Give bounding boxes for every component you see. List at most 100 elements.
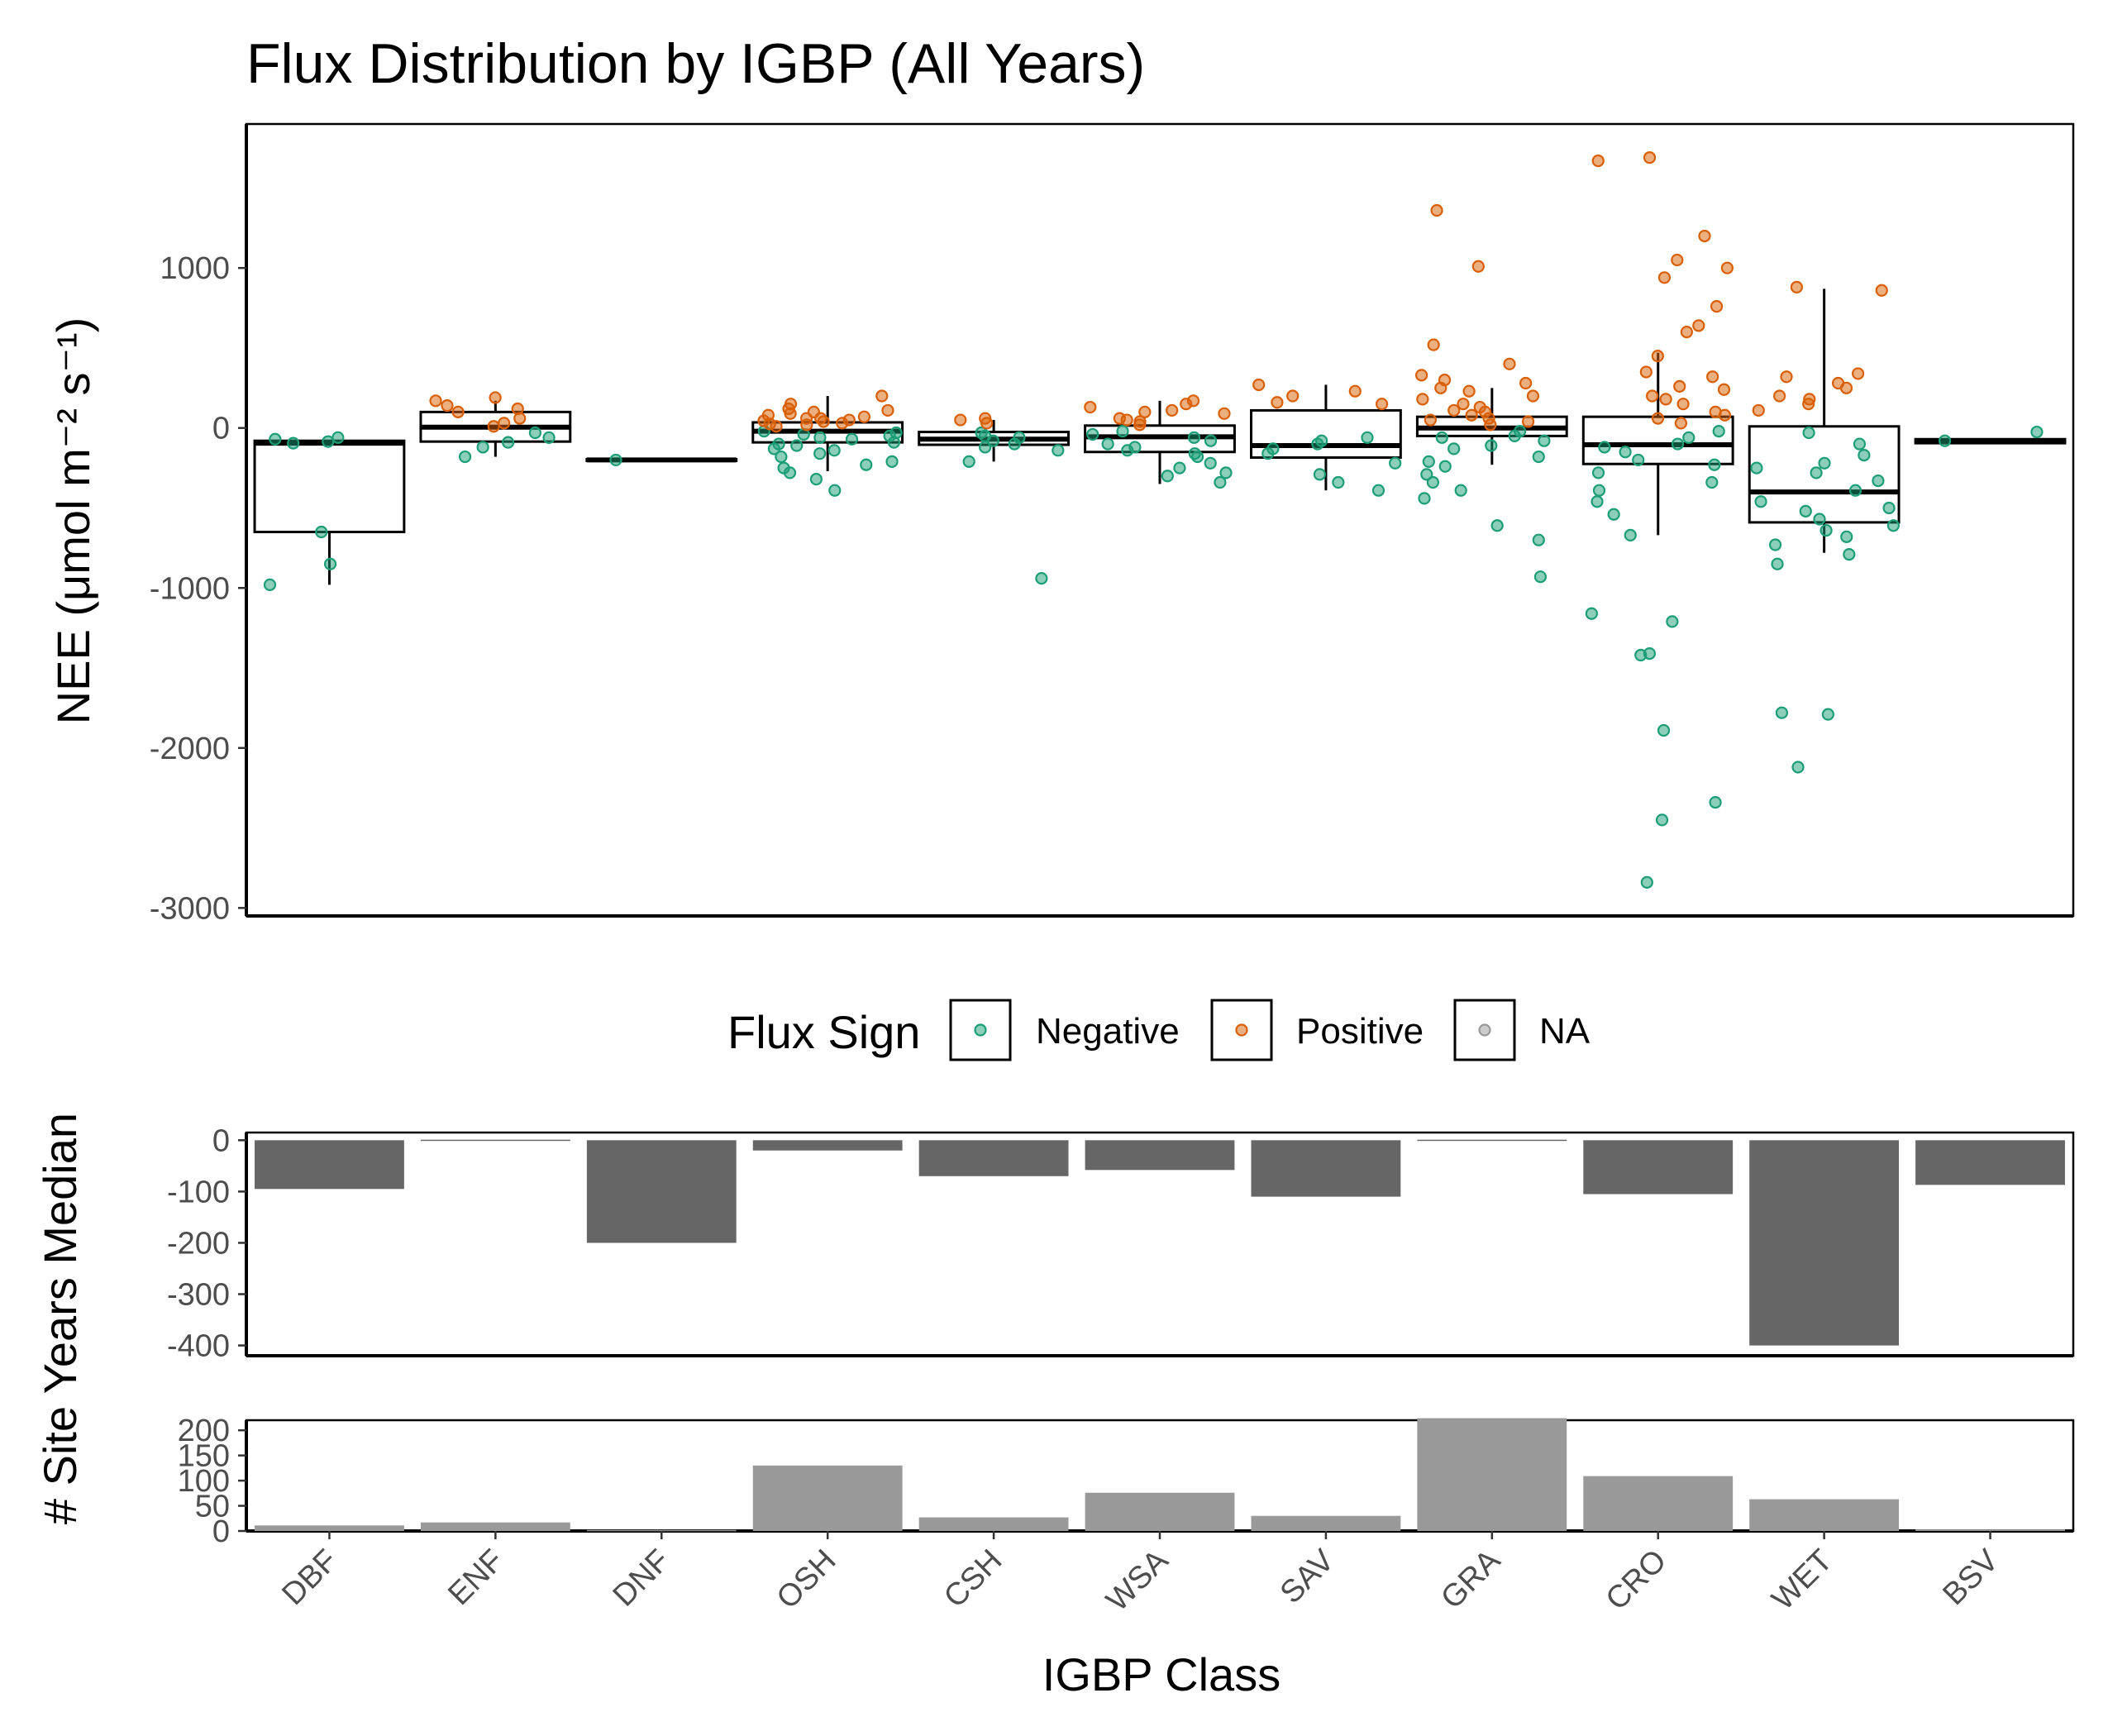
point-negative [1872, 474, 1885, 488]
box-osh [751, 396, 904, 471]
point-positive [1427, 338, 1440, 351]
point-negative [828, 484, 842, 497]
points-wet [1750, 280, 1900, 774]
bar-dbf [255, 1140, 404, 1190]
point-positive [1803, 393, 1816, 406]
point-positive [1120, 413, 1133, 427]
point-positive [1591, 154, 1605, 168]
point-negative [1853, 437, 1867, 451]
point-negative [1485, 439, 1498, 452]
point-negative [1204, 456, 1217, 470]
point-negative [1819, 523, 1833, 537]
point-positive [1674, 417, 1687, 430]
point-positive [881, 403, 894, 417]
main-y-axis-title: NEE (μmol m⁻² s⁻¹) [47, 317, 99, 725]
x-tick-label: BSV [1936, 1543, 2005, 1612]
y-tick-label: -3000 [150, 891, 230, 926]
point-negative [1187, 431, 1201, 444]
point-positive [498, 417, 511, 430]
points-csh [954, 412, 1065, 585]
point-positive [1375, 398, 1389, 411]
point-positive [1526, 389, 1540, 403]
legend-point-icon [1235, 1023, 1248, 1037]
bar-cro [1583, 1476, 1734, 1531]
legend-label: NA [1539, 1011, 1591, 1052]
point-negative [1188, 447, 1201, 460]
bar-wet [1749, 1140, 1900, 1346]
bar-wet [1749, 1499, 1900, 1531]
point-positive [1720, 261, 1734, 274]
point-negative [1204, 434, 1218, 447]
x-tick-label: CSH [937, 1543, 1009, 1614]
y-tick-label: -100 [167, 1175, 230, 1209]
point-negative [772, 437, 785, 451]
point-negative [1332, 475, 1345, 489]
point-positive [1673, 379, 1686, 393]
point-negative [1882, 501, 1896, 515]
point-positive [1657, 271, 1672, 284]
point-negative [986, 434, 999, 447]
box-iqr [253, 439, 406, 534]
point-negative [809, 473, 823, 486]
point-negative [1418, 492, 1431, 505]
point-negative [1426, 475, 1440, 489]
point-negative [1438, 460, 1452, 473]
point-negative [1802, 426, 1815, 440]
point-negative [476, 441, 489, 454]
point-positive [1430, 203, 1443, 217]
y-tick-label: 0 [212, 1514, 230, 1549]
points-wsa [1084, 394, 1233, 489]
point-positive [1133, 415, 1147, 428]
point-positive [1414, 369, 1428, 382]
box-bsv [1914, 437, 2067, 445]
bar-osh [752, 1140, 903, 1151]
point-negative [1886, 519, 1900, 532]
point-positive [1680, 325, 1693, 339]
bar-csh [918, 1517, 1069, 1531]
bar-sav [1251, 1515, 1401, 1531]
point-negative [1389, 456, 1402, 470]
point-positive [979, 412, 992, 425]
y-tick-label: -1000 [150, 571, 230, 606]
point-positive [782, 402, 795, 416]
y-tick-label: -2000 [150, 732, 230, 766]
median-bar-panel: 0 -100 -200 -300 -400 [167, 1123, 2075, 1364]
y-tick-label: 100 [178, 1464, 230, 1499]
point-positive [1692, 319, 1705, 332]
y-tick-label: 1000 [160, 251, 230, 286]
point-negative [1161, 470, 1174, 483]
point-positive [1659, 393, 1672, 406]
x-tick-label: WSA [1099, 1543, 1175, 1618]
x-axis-title: IGBP Class [1042, 1648, 1281, 1700]
point-negative [1813, 513, 1826, 526]
point-positive [1503, 357, 1516, 370]
point-negative [845, 432, 859, 446]
point-negative [1214, 475, 1227, 489]
point-negative [860, 458, 873, 471]
point-positive [1643, 151, 1657, 165]
point-negative [1315, 434, 1328, 447]
legend-item-negative: Negative [949, 999, 1180, 1061]
point-positive [429, 394, 442, 408]
point-positive [489, 391, 502, 404]
point-negative [1008, 437, 1021, 451]
point-negative [1818, 456, 1831, 470]
point-negative [1768, 538, 1782, 551]
point-negative [790, 439, 804, 452]
point-negative [1640, 875, 1653, 889]
y-tick-label: 0 [212, 1123, 230, 1158]
point-positive [1462, 384, 1476, 398]
point-positive [1651, 350, 1664, 363]
point-negative [1810, 466, 1823, 479]
point-negative [1754, 495, 1767, 508]
point-negative [1709, 795, 1722, 809]
point-positive [1416, 393, 1429, 406]
point-negative [1708, 458, 1721, 471]
point-negative [813, 447, 827, 460]
point-negative [1420, 468, 1433, 481]
y-tick-label: -300 [167, 1278, 230, 1313]
point-positive [857, 410, 870, 423]
point-positive [1218, 407, 1231, 420]
point-negative [1843, 548, 1856, 561]
